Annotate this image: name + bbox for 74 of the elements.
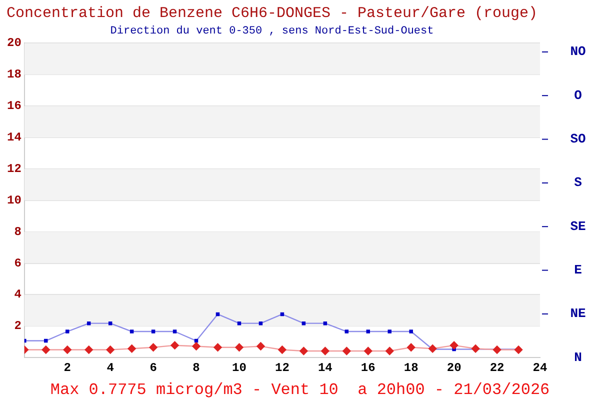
point	[342, 346, 351, 356]
point	[106, 346, 114, 354]
x-tick-label: 4	[106, 360, 114, 375]
text: S	[574, 175, 582, 190]
y-tick-label: 10	[6, 193, 22, 208]
x-tick-label: 22	[490, 360, 504, 375]
text: N	[574, 350, 582, 365]
y-tick-label: 2	[14, 319, 22, 334]
text: Max 0.7775 microg/m3 - Vent 10 a 20h00 - 21/03/2026	[50, 381, 550, 399]
point	[151, 330, 156, 334]
chart-title: Concentration de Benzene C6H6-DONGES - Pasteur/Gare (rouge)	[6, 4, 538, 22]
point	[278, 346, 286, 354]
point	[42, 346, 50, 354]
y-tick-label: 12	[6, 162, 22, 176]
point	[514, 346, 523, 354]
text: NO	[570, 44, 586, 60]
x-tick-label: 16	[360, 360, 376, 375]
y-tick-label: 18	[6, 68, 22, 82]
x-tick-label: 8	[192, 360, 200, 375]
point	[235, 343, 244, 352]
point	[471, 344, 480, 353]
x-tick-label: 10	[232, 360, 246, 375]
x-tick-label: 6	[150, 360, 157, 375]
y-tick-label: 14	[6, 130, 22, 145]
x-tick-label: 20	[446, 360, 462, 375]
text: E	[574, 262, 582, 278]
point	[450, 341, 458, 350]
y-tick-label: 20	[6, 36, 22, 50]
point	[258, 321, 263, 326]
point	[492, 346, 502, 354]
point	[280, 312, 284, 316]
point	[323, 321, 328, 326]
point	[86, 321, 91, 326]
point	[65, 330, 70, 334]
point	[302, 321, 306, 326]
point	[192, 342, 200, 350]
text: SO	[570, 132, 586, 147]
point	[214, 343, 222, 352]
point	[256, 342, 265, 350]
point	[407, 343, 416, 352]
x-tick-label: 12	[275, 360, 290, 375]
point	[388, 330, 392, 334]
point	[128, 344, 136, 353]
point	[344, 330, 349, 334]
point	[44, 338, 48, 343]
point	[63, 346, 72, 354]
y-tick-label: 6	[14, 256, 22, 270]
point	[364, 346, 372, 356]
text: SE	[570, 218, 586, 234]
point	[409, 330, 413, 334]
point	[108, 321, 112, 326]
point	[321, 346, 330, 356]
y-tick-label: 16	[6, 99, 22, 114]
x-tick-label: 18	[404, 360, 418, 375]
point	[194, 338, 198, 343]
chart-subtitle: Direction du vent 0-350 , sens Nord-Est-Sud-Ouest	[110, 26, 434, 38]
point	[84, 346, 93, 354]
point	[149, 343, 158, 352]
point	[366, 330, 370, 334]
x-tick-label: 14	[318, 360, 332, 375]
point	[386, 346, 394, 356]
y-tick-label: 4	[14, 288, 22, 302]
text: O	[574, 88, 582, 103]
y-tick-label: 8	[14, 224, 22, 239]
text: NE	[570, 306, 586, 322]
point	[130, 330, 134, 334]
point	[170, 341, 179, 350]
x-tick-label: 24	[532, 360, 548, 375]
point	[428, 344, 437, 353]
point	[300, 346, 308, 356]
x-tick-label: 2	[64, 360, 71, 375]
point	[172, 330, 177, 334]
point	[237, 321, 242, 326]
point	[216, 312, 220, 316]
